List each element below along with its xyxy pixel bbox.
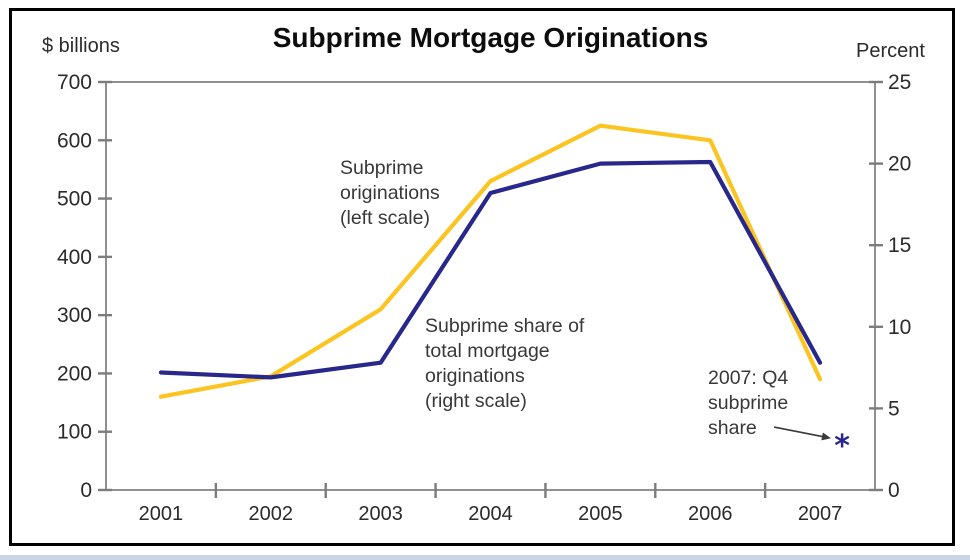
x-axis-tick-label: 2001 xyxy=(139,503,184,525)
left-axis-tick-label: 600 xyxy=(57,129,92,152)
plot-box xyxy=(105,81,876,491)
annotation-subprime-originations: Subprime originations (left scale) xyxy=(340,157,440,229)
series-line-subprime-share xyxy=(158,159,823,380)
x-axis-tick-label: 2002 xyxy=(249,503,294,525)
x-axis-tick-label: 2005 xyxy=(578,503,623,525)
q4-share-asterisk-marker: * xyxy=(834,429,850,464)
left-axis-tick-label: 300 xyxy=(57,304,92,327)
left-axis-tick-label: 200 xyxy=(57,362,92,385)
x-axis-tick-label: 2004 xyxy=(468,503,513,525)
left-axis-tick-label: 500 xyxy=(57,188,92,211)
left-axis-tick-label: 400 xyxy=(57,246,92,269)
chart-title: Subprime Mortgage Originations xyxy=(272,22,709,53)
x-axis-tick-label: 2006 xyxy=(688,503,733,525)
left-axis-tick-label: 0 xyxy=(80,479,92,502)
left-axis-tick-label: 700 xyxy=(57,71,92,94)
annotation-2007-q4: 2007: Q4 subprime share xyxy=(708,367,789,439)
annotation-arrow-line xyxy=(773,426,826,438)
right-axis-tick-label: 10 xyxy=(888,316,911,339)
right-axis-unit-label: Percent xyxy=(856,40,925,62)
right-axis-tick-label: 25 xyxy=(888,71,911,94)
left-axis-tick-label: 100 xyxy=(57,421,92,444)
annotation-subprime-share: Subprime share of total mortgage origina… xyxy=(425,315,585,412)
screenshot-bottom-edge xyxy=(0,555,970,560)
left-axis-unit-label: $ billions xyxy=(42,35,120,57)
right-axis-tick-label: 5 xyxy=(888,397,900,420)
right-axis-tick-label: 0 xyxy=(888,479,900,502)
x-axis-tick-label: 2007 xyxy=(798,503,843,525)
right-axis-tick-label: 20 xyxy=(888,153,911,176)
right-axis-tick-label: 15 xyxy=(888,234,911,257)
x-axis-tick-label: 2003 xyxy=(358,503,403,525)
figure-frame xyxy=(9,8,955,546)
annotation-arrow-head xyxy=(821,432,831,441)
